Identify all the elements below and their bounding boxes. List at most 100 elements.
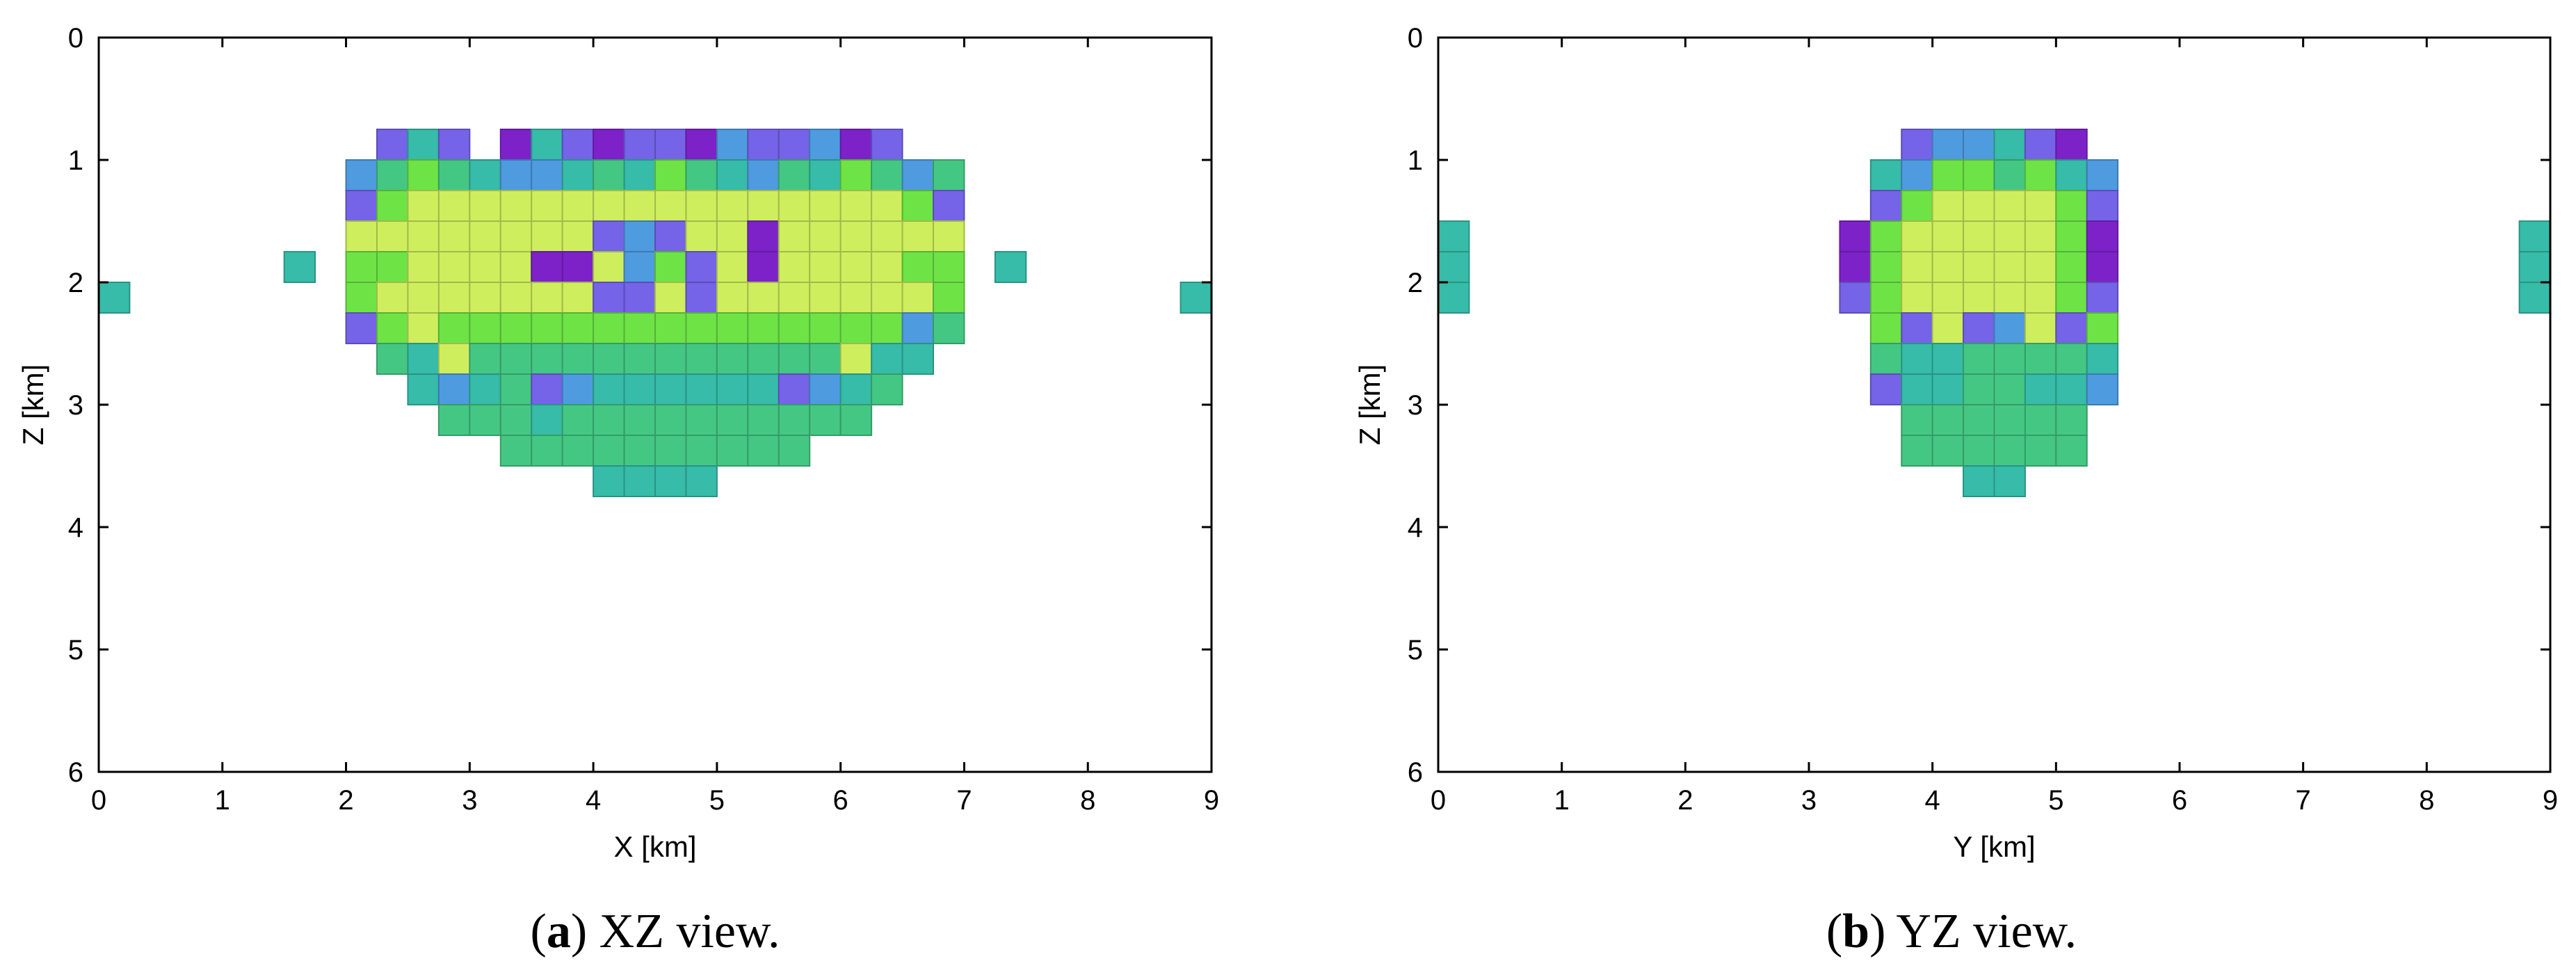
cell	[716, 220, 749, 252]
cell	[778, 220, 811, 252]
cell	[871, 282, 903, 314]
caption-text: XZ view.	[599, 905, 780, 958]
cell	[2086, 220, 2119, 252]
cell	[716, 251, 749, 283]
cell	[2024, 159, 2057, 191]
cell	[623, 465, 656, 497]
cell	[593, 465, 625, 497]
cell	[1901, 312, 1933, 344]
cell	[623, 404, 656, 436]
cell	[2024, 190, 2057, 222]
cell	[1931, 373, 1965, 405]
panel-yz-view: 0 1 2 3 4 5 6 7 8 9 0 1 2 3 4 5 6 Y [km] Z [km] (b) YZ view…	[1353, 23, 2558, 958]
cell	[685, 343, 718, 375]
cell	[623, 220, 656, 252]
cell	[345, 220, 378, 252]
cell	[1993, 404, 2026, 436]
cell	[778, 129, 811, 161]
cell	[499, 159, 533, 191]
cell	[499, 129, 533, 161]
cell	[747, 404, 780, 436]
cell	[593, 190, 625, 222]
cell	[623, 190, 656, 222]
cell	[2086, 190, 2119, 222]
cell	[747, 312, 780, 344]
cell	[2055, 404, 2088, 436]
cell	[1993, 343, 2026, 375]
cell	[839, 251, 873, 283]
cell	[407, 312, 440, 344]
cell	[531, 282, 563, 314]
cell	[685, 159, 718, 191]
cell	[839, 282, 873, 314]
cell	[2055, 129, 2088, 161]
caption-paren-close: )	[571, 905, 599, 958]
cell	[623, 129, 656, 161]
cell	[778, 159, 811, 191]
cell	[685, 373, 718, 405]
cell	[376, 190, 409, 222]
cell	[499, 404, 533, 436]
cell	[283, 251, 316, 283]
y-tick-label: 3	[68, 390, 83, 421]
cell	[716, 129, 749, 161]
cell	[531, 129, 563, 161]
cell	[716, 159, 749, 191]
cell	[1931, 435, 1965, 467]
cell	[561, 435, 595, 467]
cell	[1839, 251, 1871, 283]
cell	[561, 190, 595, 222]
cell	[1869, 343, 1903, 375]
cell	[901, 251, 935, 283]
cell	[1993, 282, 2026, 314]
cell	[2024, 129, 2057, 161]
cell	[1993, 435, 2026, 467]
x-tick-label: 7	[2296, 785, 2311, 816]
cell	[1901, 343, 1933, 375]
cell	[747, 159, 780, 191]
cell	[593, 404, 625, 436]
x-tick-label: 3	[462, 785, 477, 816]
cell	[2055, 220, 2088, 252]
cell	[1993, 373, 2026, 405]
cell	[685, 220, 718, 252]
caption-text: YZ view.	[1896, 905, 2077, 958]
cell	[685, 190, 718, 222]
cell	[654, 190, 687, 222]
cell	[654, 373, 687, 405]
cell	[623, 435, 656, 467]
cell	[345, 190, 378, 222]
cell	[407, 343, 440, 375]
x-axis-title: Y [km]	[1953, 830, 2035, 863]
cell	[561, 373, 595, 405]
cell	[499, 220, 533, 252]
cell	[901, 312, 935, 344]
cell	[871, 343, 903, 375]
cells	[98, 129, 1213, 497]
cell	[593, 251, 625, 283]
cell	[1931, 282, 1965, 314]
x-tick-label: 7	[956, 785, 972, 816]
caption-paren-close: )	[1869, 905, 1896, 958]
cell	[345, 159, 378, 191]
cell	[593, 159, 625, 191]
cell	[1963, 343, 1995, 375]
cell	[2518, 282, 2552, 314]
cell	[1901, 373, 1933, 405]
cell	[2024, 312, 2057, 344]
cell	[685, 465, 718, 497]
cell	[747, 373, 780, 405]
cell	[469, 373, 501, 405]
cell	[809, 190, 842, 222]
cell	[407, 129, 440, 161]
x-tick-label: 2	[1677, 785, 1693, 816]
cell	[531, 190, 563, 222]
cell	[871, 190, 903, 222]
cell	[747, 251, 780, 283]
cell	[1438, 220, 1470, 252]
cell	[809, 251, 842, 283]
cell	[747, 435, 780, 467]
y-axis-title: Z [km]	[17, 364, 49, 446]
cell	[469, 190, 501, 222]
cell	[623, 251, 656, 283]
